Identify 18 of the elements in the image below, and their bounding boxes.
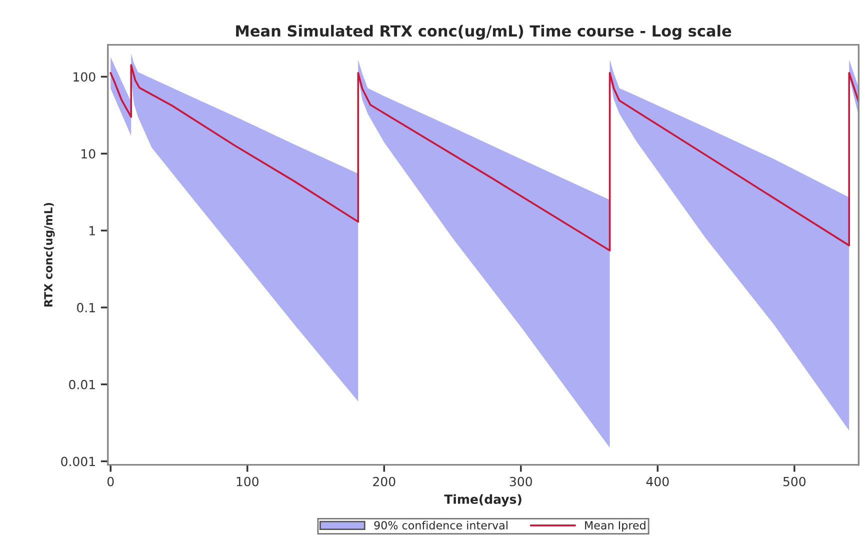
y-tick-label: 0.01 bbox=[69, 380, 95, 390]
y-tick-label: 100 bbox=[74, 72, 96, 82]
y-tick-label: 10 bbox=[82, 149, 96, 159]
y-tick-label: 0.1 bbox=[77, 302, 95, 312]
x-tick-label: 300 bbox=[510, 476, 532, 486]
x-tick-label: 500 bbox=[783, 476, 806, 486]
legend-label: 90% confidence interval bbox=[374, 520, 508, 530]
legend-label: Mean Ipred bbox=[585, 520, 646, 532]
line-series bbox=[110, 64, 859, 252]
x-tick-label: 100 bbox=[236, 476, 258, 486]
x-axis-title: Time(days) bbox=[444, 494, 522, 506]
x-tick-label: 400 bbox=[646, 476, 669, 486]
x-tick-label: 0 bbox=[107, 476, 114, 486]
y-tick-label: 1 bbox=[89, 226, 95, 236]
x-tick-label: 200 bbox=[373, 476, 396, 486]
y-axis-title: RTX conc(ug/mL) bbox=[44, 202, 55, 307]
y-tick-label: 0.001 bbox=[61, 456, 95, 466]
chart-title: Mean Simulated RTX conc(ug/mL) Time course - Log scale bbox=[236, 24, 732, 40]
